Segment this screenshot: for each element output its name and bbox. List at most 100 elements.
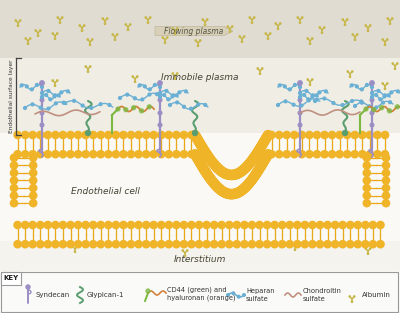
Text: Chondroitin
sulfate: Chondroitin sulfate bbox=[303, 288, 342, 302]
Circle shape bbox=[30, 154, 37, 162]
Circle shape bbox=[360, 100, 363, 103]
Circle shape bbox=[165, 221, 172, 228]
Circle shape bbox=[142, 151, 150, 158]
Circle shape bbox=[270, 33, 271, 34]
Circle shape bbox=[389, 23, 391, 24]
Circle shape bbox=[298, 81, 302, 85]
Circle shape bbox=[37, 131, 44, 139]
Circle shape bbox=[392, 18, 393, 19]
Circle shape bbox=[87, 71, 89, 72]
Circle shape bbox=[10, 192, 18, 199]
FancyArrow shape bbox=[155, 27, 233, 35]
Circle shape bbox=[165, 131, 172, 139]
Circle shape bbox=[264, 131, 272, 139]
Text: Syndecan: Syndecan bbox=[35, 292, 69, 298]
Circle shape bbox=[369, 241, 376, 248]
Circle shape bbox=[292, 244, 293, 245]
Bar bbox=[0, 133, 400, 241]
Circle shape bbox=[264, 221, 271, 228]
Circle shape bbox=[268, 151, 275, 158]
Circle shape bbox=[352, 34, 354, 35]
Circle shape bbox=[156, 93, 158, 95]
Circle shape bbox=[173, 131, 180, 139]
Circle shape bbox=[233, 241, 240, 248]
Circle shape bbox=[365, 248, 366, 249]
Circle shape bbox=[128, 151, 135, 158]
Circle shape bbox=[90, 241, 97, 248]
Circle shape bbox=[351, 131, 358, 139]
Circle shape bbox=[324, 90, 327, 93]
Circle shape bbox=[382, 39, 383, 40]
Circle shape bbox=[303, 94, 306, 96]
Bar bbox=[0, 58, 400, 241]
Circle shape bbox=[81, 30, 83, 31]
Circle shape bbox=[321, 131, 328, 139]
Circle shape bbox=[10, 184, 18, 192]
Circle shape bbox=[158, 81, 162, 85]
Circle shape bbox=[106, 18, 108, 19]
Circle shape bbox=[174, 78, 176, 80]
Circle shape bbox=[259, 73, 261, 74]
Circle shape bbox=[276, 131, 283, 139]
Circle shape bbox=[377, 241, 384, 248]
Circle shape bbox=[363, 169, 370, 177]
Circle shape bbox=[309, 221, 316, 228]
Circle shape bbox=[62, 101, 65, 104]
Circle shape bbox=[36, 84, 38, 86]
Circle shape bbox=[371, 95, 374, 98]
Circle shape bbox=[44, 151, 52, 158]
Circle shape bbox=[379, 98, 382, 101]
Circle shape bbox=[371, 85, 374, 88]
Circle shape bbox=[57, 17, 58, 18]
Circle shape bbox=[395, 105, 399, 109]
Circle shape bbox=[382, 101, 384, 104]
Circle shape bbox=[370, 25, 371, 26]
Circle shape bbox=[188, 131, 195, 139]
Circle shape bbox=[277, 28, 279, 29]
Circle shape bbox=[307, 79, 308, 80]
Circle shape bbox=[146, 289, 150, 293]
Circle shape bbox=[197, 103, 200, 106]
Circle shape bbox=[26, 285, 30, 289]
Circle shape bbox=[277, 104, 279, 106]
Circle shape bbox=[87, 39, 88, 40]
Circle shape bbox=[30, 38, 31, 39]
Circle shape bbox=[352, 71, 353, 72]
Circle shape bbox=[86, 131, 90, 136]
Circle shape bbox=[165, 90, 168, 92]
Circle shape bbox=[366, 131, 374, 139]
Circle shape bbox=[172, 94, 174, 97]
Circle shape bbox=[314, 100, 316, 102]
Circle shape bbox=[301, 221, 308, 228]
Circle shape bbox=[188, 221, 195, 228]
Circle shape bbox=[397, 63, 398, 64]
Circle shape bbox=[332, 221, 339, 228]
Circle shape bbox=[341, 104, 344, 106]
Circle shape bbox=[384, 44, 386, 45]
Circle shape bbox=[309, 84, 311, 85]
Circle shape bbox=[105, 131, 112, 139]
Circle shape bbox=[184, 255, 186, 256]
Circle shape bbox=[49, 98, 52, 101]
Circle shape bbox=[104, 23, 106, 24]
Circle shape bbox=[241, 41, 243, 42]
Circle shape bbox=[52, 241, 59, 248]
Circle shape bbox=[387, 18, 388, 19]
Circle shape bbox=[164, 42, 166, 44]
Circle shape bbox=[118, 97, 122, 100]
Circle shape bbox=[355, 85, 358, 88]
Circle shape bbox=[22, 241, 29, 248]
Circle shape bbox=[283, 85, 286, 88]
Circle shape bbox=[387, 94, 390, 97]
Circle shape bbox=[364, 107, 368, 111]
Circle shape bbox=[232, 26, 233, 27]
Circle shape bbox=[158, 123, 162, 127]
Circle shape bbox=[256, 221, 263, 228]
Bar bbox=[0, 271, 400, 313]
Circle shape bbox=[388, 109, 392, 113]
Circle shape bbox=[147, 105, 151, 109]
Circle shape bbox=[112, 221, 120, 228]
Circle shape bbox=[10, 177, 18, 184]
Circle shape bbox=[298, 95, 302, 98]
Circle shape bbox=[307, 98, 310, 101]
